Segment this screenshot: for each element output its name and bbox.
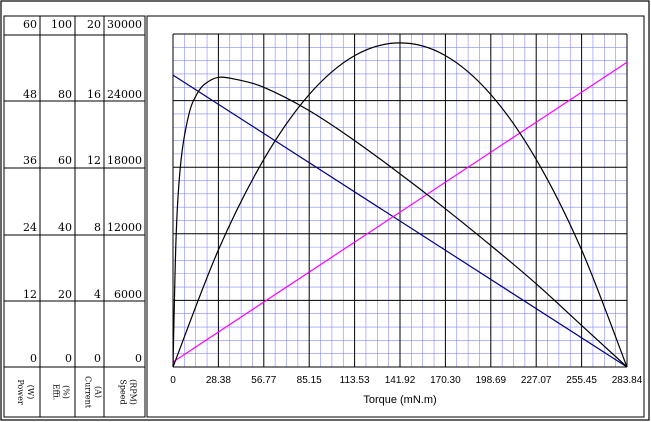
efficiency-curve xyxy=(172,76,628,368)
y-axis-tick-current: 20 xyxy=(87,18,101,31)
y-axis-title-speed: (RPM) xyxy=(129,379,138,405)
y-axis-tick-power: 24 xyxy=(23,221,37,234)
x-tick-label: 85.15 xyxy=(297,375,322,386)
y-axis-tick-efficiency: 100 xyxy=(51,18,72,31)
y-axis-tick-current: 0 xyxy=(94,352,101,365)
y-axis-tick-speed: 24000 xyxy=(107,88,142,101)
y-axis-tick-current: 12 xyxy=(87,154,101,167)
y-axis-tick-speed: 6000 xyxy=(114,288,142,301)
power-curve xyxy=(172,42,628,368)
y-axis-tick-efficiency: 80 xyxy=(58,88,72,101)
y-axis-tick-efficiency: 20 xyxy=(58,288,72,301)
y-axis-title-power: (W) xyxy=(26,385,35,399)
y-axis-tick-speed: 18000 xyxy=(107,154,142,167)
plot-box xyxy=(146,15,645,418)
x-tick-label: 56.77 xyxy=(251,375,276,386)
y-axis-tick-power: 36 xyxy=(23,154,37,167)
y-axis-tick-efficiency: 60 xyxy=(58,154,72,167)
y-axis-tick-current: 8 xyxy=(94,221,101,234)
plot-grid xyxy=(146,15,645,418)
x-axis: 0 28.38 56.77 85.15 113.53 141.92 170.30 198.69… xyxy=(170,375,643,406)
x-tick-label: 255.45 xyxy=(566,375,597,386)
x-tick-label: 227.07 xyxy=(521,375,552,386)
x-tick-label: 0 xyxy=(170,375,176,386)
y-axis-tick-power: 0 xyxy=(30,352,37,365)
y-axis-title-speed: Speed xyxy=(119,379,128,404)
speed-curve xyxy=(172,74,628,368)
y-axis-tick-current: 16 xyxy=(87,88,101,101)
y-axis-tick-efficiency: 40 xyxy=(58,221,72,234)
x-tick-label: 198.69 xyxy=(476,375,507,386)
y-axis-title-efficiency: (%) xyxy=(62,385,71,399)
y-axis-tick-power: 48 xyxy=(23,88,37,101)
y-axis-tick-efficiency: 0 xyxy=(65,352,72,365)
x-tick-label: 141.92 xyxy=(385,375,416,386)
current-curve xyxy=(172,61,628,363)
y-axis-title-efficiency: Effi. xyxy=(52,384,61,401)
x-tick-label: 113.53 xyxy=(340,375,370,386)
x-tick-label: 28.38 xyxy=(206,375,231,386)
y-axis-title-power: Power xyxy=(16,379,25,404)
y-axis-tick-speed: 30000 xyxy=(107,18,142,31)
y-axis-tick-power: 12 xyxy=(23,288,37,301)
x-tick-label: 170.30 xyxy=(430,375,461,386)
x-tick-label: 283.84 xyxy=(612,375,643,386)
plot-curves xyxy=(172,42,628,368)
y-axis-title-current: (A) xyxy=(94,386,103,398)
y-axis-tick-speed: 0 xyxy=(135,352,142,365)
y-axis-tick-current: 4 xyxy=(94,288,101,301)
y-axis-title-current: Current xyxy=(84,376,93,409)
y-axis-tick-speed: 12000 xyxy=(107,221,142,234)
x-axis-label: Torque (mN.m) xyxy=(363,394,436,406)
y-axis-tick-power: 60 xyxy=(23,18,37,31)
